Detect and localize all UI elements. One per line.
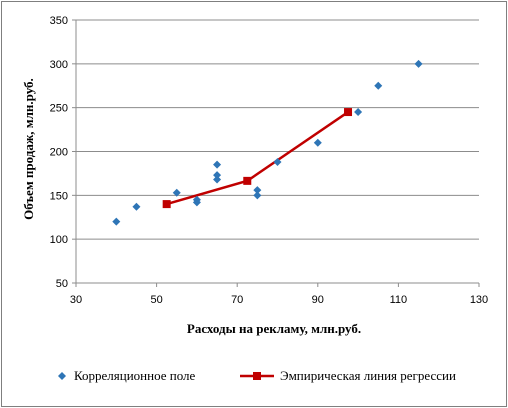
y-tick-label: 100	[50, 234, 68, 246]
x-tick-label: 110	[390, 294, 408, 306]
x-tick-label: 30	[70, 294, 82, 306]
legend-label-regression: Эмпирическая линия регрессии	[280, 368, 456, 383]
regression-point	[344, 108, 353, 117]
axes	[72, 19, 480, 287]
y-tick-label: 250	[50, 103, 68, 115]
x-tick-label: 70	[231, 294, 243, 306]
scatter-point	[213, 175, 222, 184]
scatter-point	[213, 171, 222, 180]
scatter-point	[273, 158, 282, 167]
y-tick-label: 350	[50, 15, 68, 27]
regression-point	[243, 176, 252, 185]
scatter-point	[414, 59, 423, 68]
legend-marker-regression	[253, 372, 261, 380]
scatter-point	[374, 81, 383, 90]
scatter-point	[213, 160, 222, 169]
x-axis-title: Расходы на рекламу, млн.руб.	[187, 321, 361, 336]
scatter-point	[354, 108, 363, 117]
y-tick-label: 50	[56, 278, 68, 290]
legend-marker-scatter	[58, 372, 66, 380]
scatter-point	[253, 186, 262, 195]
y-tick-label: 150	[50, 190, 68, 202]
y-axis-title: Объем продаж, млн.руб.	[21, 78, 36, 220]
scatter-point	[112, 217, 121, 226]
x-tick-label: 50	[150, 294, 162, 306]
regression-point	[162, 200, 171, 209]
y-tick-label: 200	[50, 147, 68, 159]
grid-lines	[76, 19, 479, 240]
markers-layer	[112, 59, 423, 226]
x-tick-label: 130	[470, 294, 488, 306]
y-tick-label: 300	[50, 59, 68, 71]
x-tick-label: 90	[312, 294, 324, 306]
scatter-point	[313, 138, 322, 147]
scatter-point	[192, 195, 201, 204]
legend-label-scatter: Корреляционное поле	[74, 368, 196, 383]
scatter-point	[253, 191, 262, 200]
legend: Корреляционное поле Эмпирическая линия ре…	[58, 368, 456, 383]
scatter-point	[172, 188, 181, 197]
scatter-point	[132, 202, 141, 211]
